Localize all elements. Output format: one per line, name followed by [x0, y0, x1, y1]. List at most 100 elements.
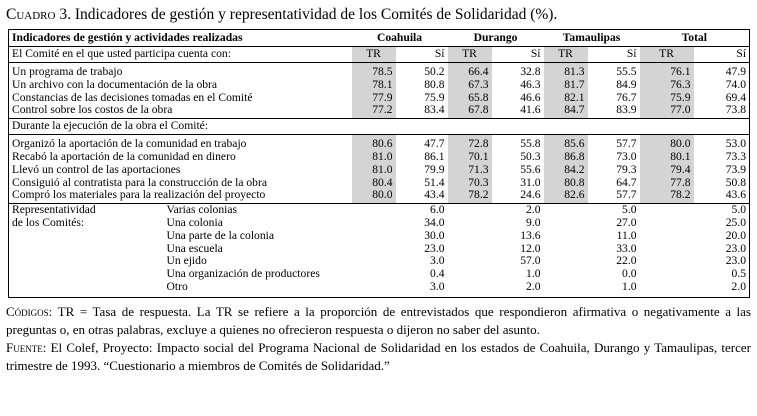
empty-cell — [352, 230, 396, 243]
data-cell: 80.0 — [639, 138, 694, 151]
data-cell: 80.1 — [639, 150, 694, 164]
data-cell: 81.0 — [351, 163, 396, 177]
empty-cell — [448, 204, 492, 217]
empty-cell — [352, 255, 396, 268]
data-cell: 79.3 — [616, 163, 637, 176]
data-cell: 3.0 — [430, 255, 445, 268]
group-label: de los Comités: — [12, 216, 85, 229]
table-row: Consiguió al contratista para la constru… — [9, 176, 750, 190]
row-label: Una escuela — [166, 242, 223, 255]
empty-cell — [352, 281, 396, 294]
subheader-col: Sí — [395, 46, 448, 63]
data-cell: 43.4 — [395, 189, 448, 205]
empty-cell — [544, 281, 588, 294]
empty-cell — [352, 204, 396, 217]
data-cell: 34.0 — [424, 216, 445, 229]
data-cell: 20.0 — [725, 229, 747, 242]
subheader-row: El Comité en el que usted participa cuen… — [8, 46, 750, 63]
data-cell: 76.1 — [639, 66, 694, 79]
data-cell: 83.9 — [587, 104, 640, 120]
table-row: Una escuela 23.0 12.0 33.0 23.0 — [9, 243, 750, 256]
data-cell: 73.9 — [725, 163, 747, 176]
data-cell: 57.7 — [587, 189, 640, 205]
subheader-col: TR — [543, 46, 588, 63]
codes-label: Códigos — [6, 304, 49, 319]
data-cell: 50.8 — [725, 176, 747, 189]
row-label: Recabó la aportación de la comunidad en … — [12, 150, 236, 163]
table-row: Compró los materiales para la realizació… — [8, 189, 750, 205]
empty-cell — [352, 243, 396, 256]
header-durango: Durango — [447, 29, 544, 47]
data-cell: 6.0 — [430, 203, 445, 217]
row-label: Un archivo con la documentación de la ob… — [12, 78, 218, 91]
data-cell: 23.0 — [725, 242, 747, 255]
row-label: Constancias de las decisiones tomadas en… — [12, 91, 253, 104]
data-cell: 33.0 — [616, 242, 637, 255]
data-cell: 51.4 — [424, 176, 445, 189]
row-label: Una parte de la colonia — [166, 229, 275, 242]
table-row: Una parte de la colonia 30.0 13.6 11.0 20.0 — [9, 230, 750, 243]
section-label: Durante la ejecución de la obra el Comit… — [8, 118, 751, 136]
data-cell: 23.0 — [725, 255, 747, 268]
table-row: Recabó la aportación de la comunidad en … — [9, 150, 750, 164]
data-cell: 57.0 — [520, 255, 541, 268]
subheader-label: El Comité en el que usted participa cuen… — [8, 46, 352, 63]
codes-note: Códigos: TR = Tasa de respuesta. La TR s… — [6, 303, 751, 339]
table-row: Una organización de productores 0.4 1.0 0.0… — [9, 268, 750, 281]
caption-prefix: Cuadro — [6, 6, 56, 23]
data-cell: 70.3 — [447, 176, 492, 190]
data-cell: 70.1 — [447, 150, 492, 164]
data-cell: 84.9 — [616, 78, 637, 91]
data-cell: 9.0 — [526, 216, 541, 229]
data-cell: 65.8 — [447, 91, 492, 105]
data-cell: 86.1 — [424, 150, 445, 163]
group-label — [9, 268, 164, 281]
empty-cell — [448, 281, 492, 294]
data-cell: 22.0 — [616, 255, 637, 268]
data-cell: 86.8 — [543, 150, 588, 164]
data-cell: 50.3 — [520, 150, 541, 163]
group-label — [9, 243, 164, 256]
data-cell: 84.2 — [543, 163, 588, 177]
data-cell: 75.9 — [639, 91, 694, 105]
empty-cell — [352, 268, 396, 281]
table-row: de los Comités: Una colonia 34.0 9.0 27.0 25.… — [9, 217, 750, 230]
header-coahuila: Coahuila — [351, 29, 448, 47]
empty-cell — [544, 230, 588, 243]
header-first-col: Indicadores de gestión y actividades rea… — [8, 29, 352, 47]
data-cell: 32.8 — [520, 66, 541, 78]
data-cell: 1.0 — [622, 280, 637, 293]
data-cell: 30.0 — [424, 229, 445, 242]
table-row: Otro 3.0 2.0 1.0 2.0 — [9, 281, 750, 294]
data-cell: 85.6 — [543, 138, 588, 151]
data-cell: 71.3 — [447, 163, 492, 177]
data-cell: 80.8 — [424, 78, 445, 91]
data-cell: 77.0 — [639, 104, 694, 120]
table-row: Un programa de trabajo 78.5 50.2 66.4 32.8 81… — [9, 66, 750, 79]
data-cell: 47.9 — [725, 66, 747, 78]
empty-cell — [544, 204, 588, 217]
data-cell: 80.8 — [543, 176, 588, 190]
source-text: : El Colef, Proyecto: Impacto social del… — [6, 340, 751, 373]
row-label: Una organización de productores — [166, 268, 320, 281]
data-cell: 13.6 — [520, 229, 541, 242]
data-cell: 2.0 — [526, 203, 541, 217]
data-cell: 46.6 — [520, 91, 541, 104]
data-cell: 78.5 — [351, 66, 396, 79]
group-label — [9, 230, 164, 243]
data-cell: 41.6 — [491, 104, 544, 120]
data-cell: 11.0 — [616, 229, 637, 242]
data-cell: 79.9 — [424, 163, 445, 176]
data-cell: 46.3 — [520, 78, 541, 91]
empty-cell — [640, 204, 694, 217]
empty-cell — [448, 230, 492, 243]
spacer-row — [9, 62, 750, 66]
subheader-col: Sí — [693, 46, 750, 63]
data-cell: 55.8 — [520, 138, 541, 151]
data-cell: 77.9 — [351, 91, 396, 105]
data-cell: 53.0 — [725, 138, 747, 151]
data-cell: 5.0 — [731, 203, 747, 217]
empty-cell — [640, 217, 694, 230]
codes-text: : TR = Tasa de respuesta. La TR se refie… — [6, 304, 751, 337]
data-cell: 3.0 — [430, 280, 445, 293]
